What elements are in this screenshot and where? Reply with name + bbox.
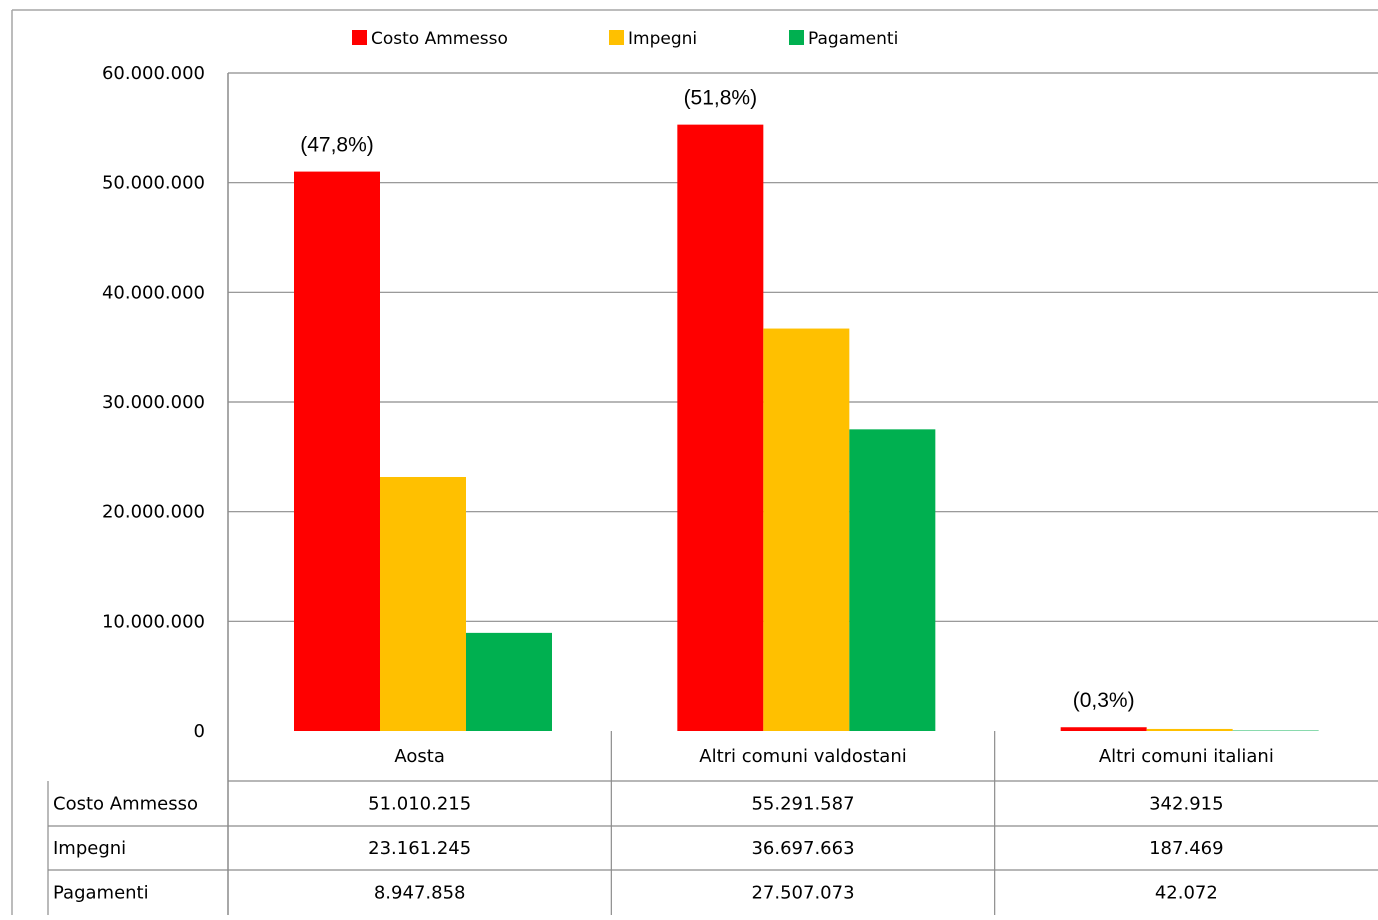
legend-label-pagamenti: Pagamenti (808, 29, 898, 49)
y-tick-label: 40.000.000 (102, 282, 205, 303)
y-tick-label: 0 (194, 721, 205, 742)
table-cell: 51.010.215 (368, 794, 471, 815)
table-row-label: Pagamenti (53, 883, 149, 904)
bar-costo-ammesso-altri-comuni-valdostani (677, 125, 763, 731)
table-cell: 23.161.245 (368, 838, 471, 859)
legend-label-impegni: Impegni (628, 29, 697, 49)
legend-swatch-costo-ammesso (352, 30, 367, 45)
share-label: (47,8%) (300, 134, 374, 157)
table-cell: 55.291.587 (751, 794, 854, 815)
bars (294, 125, 1319, 731)
bar-impegni-aosta (380, 477, 466, 731)
table-cell: 342.915 (1149, 794, 1223, 815)
bar-pagamenti-aosta (466, 633, 552, 731)
legend-swatch-impegni (609, 30, 624, 45)
category-label: Aosta (394, 746, 444, 767)
y-tick-label: 60.000.000 (102, 63, 205, 84)
table-cell: 27.507.073 (751, 883, 854, 904)
legend-swatch-pagamenti (789, 30, 804, 45)
category-label: Altri comuni italiani (1099, 746, 1274, 767)
share-label: (51,8%) (684, 87, 758, 110)
table-cell: 8.947.858 (374, 883, 466, 904)
table-cell: 42.072 (1155, 883, 1218, 904)
y-axis: 0 10.000.000 20.000.000 30.000.000 40.000.00… (102, 63, 228, 915)
y-tick-label: 30.000.000 (102, 392, 205, 413)
share-label: (0,3%) (1073, 689, 1135, 712)
bar-costo-ammesso-altri-comuni-italiani (1061, 727, 1147, 731)
bar-costo-ammesso-aosta (294, 172, 380, 731)
data-table: Aosta Altri comuni valdostani Altri comuni… (48, 731, 1378, 915)
bar-impegni-altri-comuni-italiani (1147, 729, 1233, 731)
y-tick-label: 50.000.000 (102, 173, 205, 194)
table-row-label: Costo Ammesso (53, 794, 198, 815)
bar-impegni-altri-comuni-valdostani (763, 329, 849, 731)
category-label: Altri comuni valdostani (699, 746, 906, 767)
legend-label-costo-ammesso: Costo Ammesso (371, 29, 508, 49)
bar-pagamenti-altri-comuni-valdostani (849, 429, 935, 731)
y-tick-label: 20.000.000 (102, 502, 205, 523)
y-tick-label: 10.000.000 (102, 611, 205, 632)
legend: Costo Ammesso Impegni Pagamenti (352, 29, 898, 49)
table-cell: 36.697.663 (751, 838, 854, 859)
table-cell: 187.469 (1149, 838, 1223, 859)
table-row-label: Impegni (53, 838, 126, 859)
